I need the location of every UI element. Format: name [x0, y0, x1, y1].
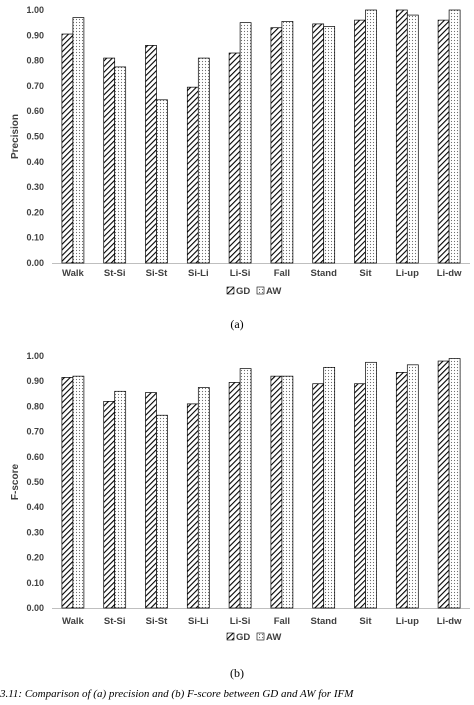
bar-aw-si-li — [197, 57, 210, 264]
panel-label-a: (a) — [230, 317, 243, 331]
bar-aw-sit — [365, 9, 377, 264]
x-tick-label: St-Si — [104, 616, 126, 627]
y-tick-label: 0.90 — [26, 30, 44, 40]
y-tick-label: 0.60 — [26, 452, 44, 462]
legend-swatch-gd — [226, 632, 235, 641]
legend-label-aw: AW — [266, 286, 281, 297]
legend-label-aw: AW — [266, 632, 281, 643]
legend-swatch-gd — [226, 286, 235, 295]
bar-gd-sit — [354, 383, 366, 609]
x-tick-label: Si-St — [146, 616, 168, 627]
y-axis-label: F-score — [10, 464, 21, 501]
bar-aw-li-si — [239, 368, 252, 609]
y-tick-label: 0.20 — [26, 207, 44, 217]
x-tick-label: Li-dw — [437, 616, 462, 627]
x-tick-label: Sit — [359, 616, 372, 627]
bar-gd-si-st — [145, 392, 157, 609]
bar-gd-stand — [312, 23, 325, 264]
bar-aw-fall — [281, 21, 294, 264]
y-tick-label: 0.50 — [26, 132, 44, 142]
panel-label-b: (b) — [230, 666, 244, 680]
y-tick-label: 0.30 — [26, 527, 44, 537]
x-tick-label: Li-dw — [437, 268, 462, 279]
bar-gd-li-si — [228, 52, 241, 264]
y-tick-label: 0.70 — [26, 81, 44, 91]
bar-gd-si-st — [145, 45, 157, 264]
bar-gd-st-si — [103, 401, 116, 609]
y-tick-label: 1.00 — [26, 351, 44, 361]
legend-label-gd: GD — [236, 286, 250, 297]
legend-label-gd: GD — [236, 632, 250, 643]
x-tick-label: Li-Si — [230, 616, 251, 627]
bar-gd-fall — [270, 27, 283, 264]
bar-aw-sit — [365, 361, 377, 609]
bar-gd-walk — [61, 377, 74, 609]
bar-aw-li-up — [406, 14, 419, 264]
bar-aw-walk — [72, 375, 85, 609]
x-tick-label: Stand — [311, 268, 338, 279]
x-tick-label: Li-up — [396, 616, 419, 627]
bar-aw-li-si — [239, 22, 252, 264]
bar-gd-li-up — [395, 372, 408, 609]
bar-aw-st-si — [114, 66, 127, 264]
y-tick-label: 0.80 — [26, 56, 44, 66]
bar-gd-sit — [354, 19, 366, 264]
y-tick-label: 0.40 — [26, 502, 44, 512]
x-tick-label: Walk — [62, 268, 85, 279]
figure-caption: 3.11: Comparison of (a) precision and (b… — [0, 688, 354, 700]
x-tick-label: Si-Li — [188, 616, 209, 627]
y-tick-label: 0.00 — [26, 258, 44, 268]
bar-gd-li-dw — [437, 360, 450, 609]
f-score-chart: 0.00 0.10 0.20 0.30 0.40 0.50 0.60 0.70 0.80 0.90… — [10, 351, 470, 643]
x-tick-label: Si-St — [146, 268, 168, 279]
x-tick-label: Walk — [62, 616, 85, 627]
bar-aw-si-li — [197, 387, 210, 609]
x-tick-label: St-Si — [104, 268, 126, 279]
x-tick-label: Si-Li — [188, 268, 209, 279]
bar-aw-si-st — [156, 99, 168, 264]
y-tick-label: 0.70 — [26, 427, 44, 437]
y-tick-label: 0.20 — [26, 553, 44, 563]
bar-aw-li-dw — [448, 358, 461, 609]
bar-gd-walk — [61, 33, 74, 264]
y-axis-label: Precision — [10, 114, 21, 159]
bar-aw-stand — [323, 26, 336, 264]
y-tick-label: 0.90 — [26, 376, 44, 386]
x-tick-label: Li-Si — [230, 268, 251, 279]
bar-gd-stand — [312, 383, 325, 609]
x-tick-label: Sit — [359, 268, 372, 279]
bar-gd-si-li — [186, 403, 199, 609]
bar-gd-st-si — [103, 57, 116, 264]
bar-gd-si-li — [186, 86, 199, 264]
x-tick-label: Li-up — [396, 268, 419, 279]
legend-swatch-aw — [256, 286, 265, 295]
bar-aw-fall — [281, 375, 294, 609]
y-tick-label: 0.40 — [26, 157, 44, 167]
y-tick-label: 0.30 — [26, 182, 44, 192]
y-tick-label: 0.50 — [26, 477, 44, 487]
y-tick-label: 1.00 — [26, 5, 44, 15]
bar-gd-fall — [270, 375, 283, 609]
y-tick-label: 0.10 — [26, 233, 44, 243]
x-tick-label: Fall — [274, 616, 290, 627]
bar-aw-li-dw — [448, 9, 461, 264]
bar-aw-li-up — [406, 364, 419, 609]
bar-gd-li-up — [395, 9, 408, 264]
y-tick-label: 0.00 — [26, 603, 44, 613]
y-tick-label: 0.80 — [26, 401, 44, 411]
precision-chart: 0.00 0.10 0.20 0.30 0.40 0.50 0.60 0.70 0.80 0.90… — [10, 5, 470, 297]
bar-gd-li-si — [228, 382, 241, 609]
bar-aw-stand — [323, 366, 336, 609]
y-tick-label: 0.10 — [26, 578, 44, 588]
bar-aw-si-st — [156, 414, 168, 609]
bar-aw-walk — [72, 17, 85, 264]
bar-gd-li-dw — [437, 19, 450, 264]
bar-aw-st-si — [114, 390, 127, 609]
y-tick-label: 0.60 — [26, 106, 44, 116]
x-tick-label: Fall — [274, 268, 290, 279]
legend-swatch-aw — [256, 632, 265, 641]
x-tick-label: Stand — [311, 616, 338, 627]
